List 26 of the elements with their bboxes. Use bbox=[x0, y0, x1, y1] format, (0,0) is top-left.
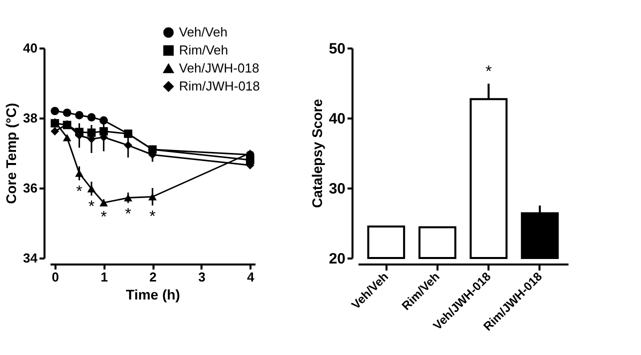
y-axis-title: Core Temp (°C) bbox=[3, 102, 20, 204]
y-tick-label: 38 bbox=[23, 110, 38, 126]
annotation: * bbox=[124, 206, 132, 224]
y-tick-label: 40 bbox=[23, 40, 38, 56]
legend-label: Veh/Veh bbox=[179, 24, 228, 40]
annotation: * bbox=[485, 64, 492, 81]
y-tick-label: 34 bbox=[23, 250, 38, 266]
x-tick-label: 4 bbox=[247, 270, 255, 284]
y-tick-label: 40 bbox=[328, 110, 346, 128]
legend-label: Rim/JWH-018 bbox=[179, 78, 260, 94]
y-tick-label: 36 bbox=[23, 180, 38, 196]
annotation: * bbox=[88, 198, 95, 216]
annotation: * bbox=[76, 183, 82, 200]
annotation: * bbox=[100, 209, 107, 226]
x-tick-label: 0 bbox=[52, 270, 59, 284]
annotation: * bbox=[149, 208, 156, 226]
y-tick-label: 20 bbox=[328, 250, 346, 268]
legend-label: Veh/JWH-018 bbox=[179, 60, 260, 76]
x-tick-label: 1 bbox=[100, 270, 108, 284]
y-tick-label: 50 bbox=[328, 40, 346, 58]
legend-label: Rim/Veh bbox=[179, 42, 228, 58]
y-axis-title: Catalepsy Score bbox=[308, 98, 325, 208]
x-tick-label: 2 bbox=[149, 270, 157, 284]
x-axis-title: Time (h) bbox=[126, 286, 180, 302]
y-tick-label: 30 bbox=[328, 180, 346, 198]
x-tick-label: 3 bbox=[198, 270, 206, 284]
